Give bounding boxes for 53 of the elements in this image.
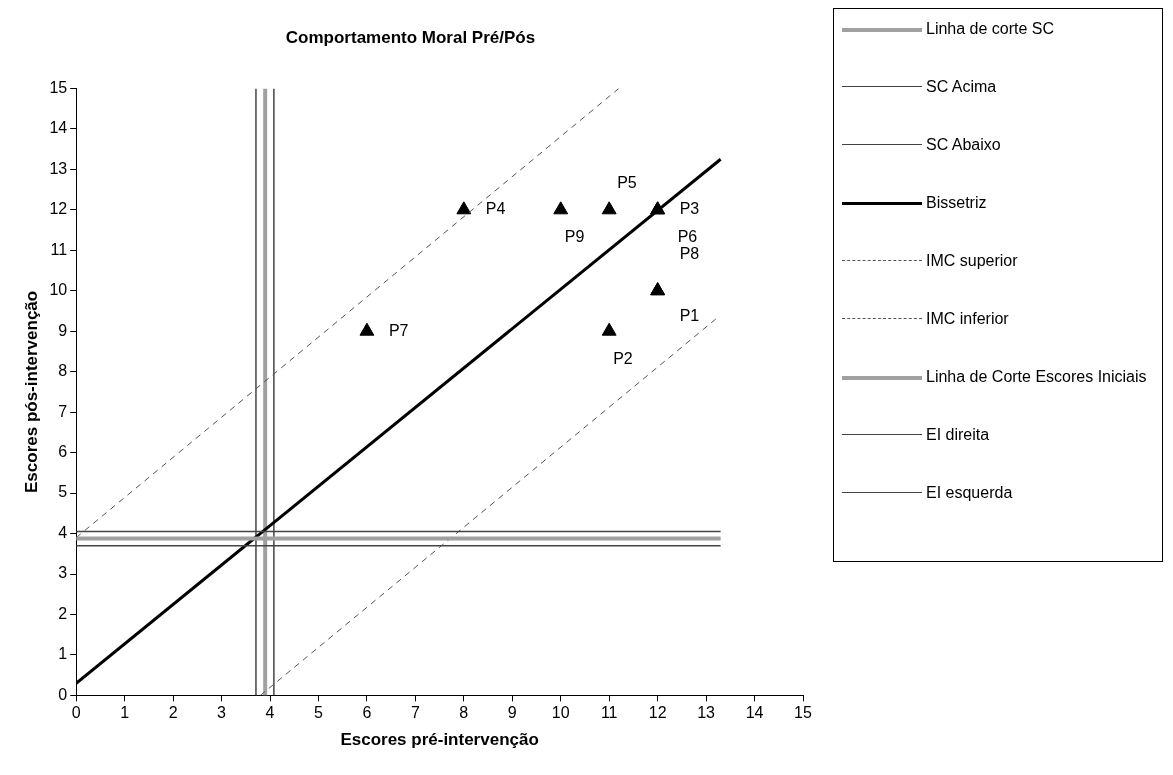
annotation: P5 bbox=[617, 174, 637, 192]
legend-label: IMC superior bbox=[926, 251, 1018, 271]
y-tick-label: 3 bbox=[58, 564, 68, 582]
x-tick-label: 8 bbox=[459, 704, 469, 722]
annotation: P6 bbox=[677, 228, 698, 246]
x-tick-label: 14 bbox=[745, 704, 764, 722]
y-tick-label: 4 bbox=[58, 523, 68, 541]
x-tick-label: 10 bbox=[551, 704, 570, 722]
y-tick-label: 0 bbox=[58, 685, 68, 703]
annotation: P3 bbox=[679, 200, 700, 218]
annotation: P9 bbox=[564, 228, 585, 246]
x-tick-label: 13 bbox=[697, 704, 716, 722]
y-tick-label: 12 bbox=[49, 200, 68, 218]
x-tick-label: 3 bbox=[217, 704, 227, 722]
annotation: P1 bbox=[679, 307, 700, 325]
y-tick-label: 8 bbox=[58, 362, 68, 380]
legend-label: EI esquerda bbox=[926, 483, 1013, 503]
annotation: P2 bbox=[613, 349, 633, 367]
x-tick-label: 12 bbox=[648, 704, 667, 722]
y-axis-title: Escores pós-intervenção bbox=[21, 290, 41, 493]
x-tick-label: 5 bbox=[314, 704, 324, 722]
annotation: P8 bbox=[679, 245, 700, 263]
y-tick-label: 14 bbox=[49, 119, 68, 137]
y-tick-label: 5 bbox=[58, 483, 68, 501]
annotation: P4 bbox=[485, 200, 506, 218]
x-tick-label: 4 bbox=[265, 704, 275, 722]
y-tick-label: 7 bbox=[58, 402, 68, 420]
x-tick-label: 0 bbox=[71, 704, 81, 722]
y-tick-label: 10 bbox=[49, 281, 68, 299]
x-tick-label: 2 bbox=[168, 704, 178, 722]
legend-label: Bissetriz bbox=[926, 193, 987, 213]
y-tick-label: 2 bbox=[58, 604, 68, 622]
annotation: P7 bbox=[388, 321, 409, 339]
legend-label: IMC inferior bbox=[926, 309, 1009, 329]
y-tick-label: 1 bbox=[58, 645, 68, 663]
x-axis-title: Escores pré-intervenção bbox=[340, 730, 539, 750]
y-tick-label: 6 bbox=[58, 443, 68, 461]
x-tick-label: 1 bbox=[120, 704, 130, 722]
chart-title: Comportamento Moral Pré/Pós bbox=[285, 27, 536, 47]
x-tick-label: 11 bbox=[600, 704, 618, 722]
y-tick-label: 11 bbox=[50, 240, 68, 258]
x-tick-label: 15 bbox=[794, 704, 812, 722]
y-tick-label: 9 bbox=[58, 321, 68, 339]
y-tick-label: 15 bbox=[49, 78, 68, 96]
legend-label: SC Acima bbox=[926, 77, 997, 97]
y-tick-label: 13 bbox=[49, 159, 68, 177]
x-tick-label: 7 bbox=[410, 704, 420, 722]
legend-label: EI direita bbox=[926, 425, 990, 445]
legend-label: Linha de corte SC bbox=[926, 19, 1055, 39]
x-tick-label: 6 bbox=[362, 704, 372, 722]
legend-label: SC Abaixo bbox=[926, 135, 1001, 155]
x-tick-label: 9 bbox=[507, 704, 517, 722]
legend-label: Linha de Corte Escores Iniciais bbox=[926, 367, 1147, 387]
